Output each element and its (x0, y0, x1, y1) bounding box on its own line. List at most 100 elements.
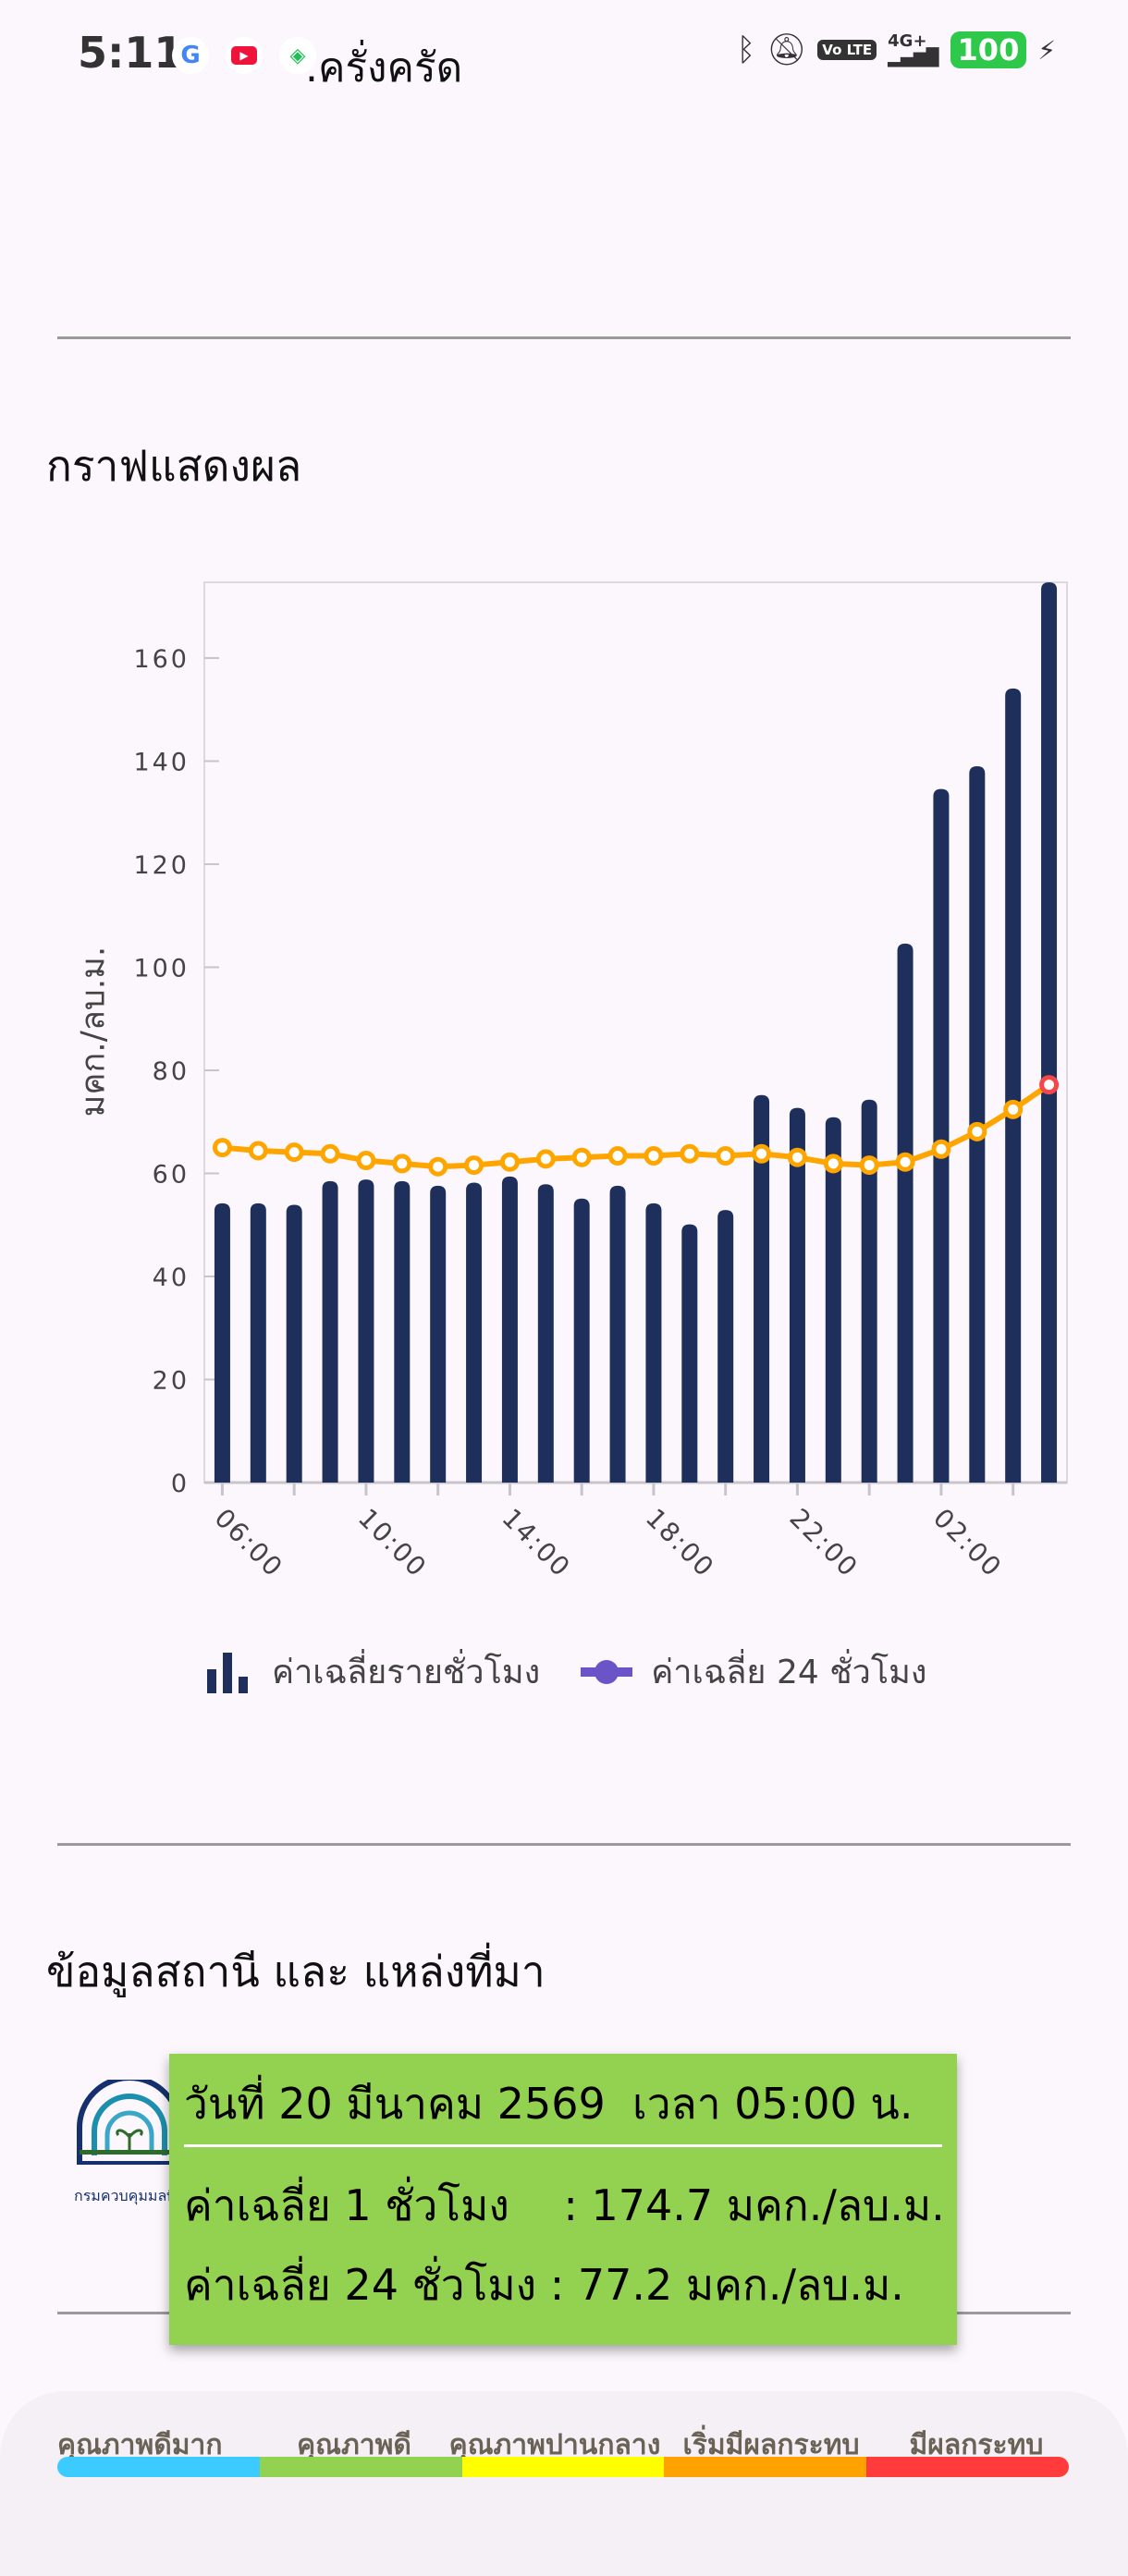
divider (57, 1843, 1071, 1846)
hourly-bar (1041, 582, 1058, 1483)
logo-text: กรมควบคุมมลพิษ (74, 2187, 176, 2204)
hourly-bar (609, 1185, 626, 1483)
volte-icon: Vo LTE (817, 40, 877, 60)
hourly-bar (286, 1204, 302, 1483)
hourly-bar (825, 1117, 841, 1483)
x-tick-label: 10:00 (352, 1503, 433, 1583)
hourly-bar (717, 1210, 734, 1483)
selected-point (1039, 1075, 1060, 1095)
y-tick-label: 100 (133, 954, 190, 983)
24h-average-point (1003, 1099, 1024, 1119)
bluetooth-icon: ᛒ (736, 31, 756, 68)
line-legend-icon (581, 1659, 633, 1684)
24h-average-point (680, 1143, 700, 1164)
aqi-label-good: คุณภาพดี (297, 2429, 411, 2461)
24h-average-point (967, 1121, 987, 1141)
hourly-bar (322, 1180, 338, 1483)
battery-icon: 100 (950, 31, 1027, 68)
24h-average-point (320, 1143, 340, 1164)
24h-average-point (428, 1156, 448, 1177)
y-tick-label: 120 (133, 851, 190, 880)
aqi-label-impact: มีผลกระทบ (909, 2429, 1044, 2461)
tooltip-date: วันที่ 20 มีนาคม 2569 เวลา 05:00 น. (184, 2079, 913, 2129)
divider (57, 336, 1071, 339)
hourly-bar (897, 943, 913, 1483)
y-tick-label: 80 (153, 1057, 190, 1086)
24h-average-point (607, 1146, 628, 1166)
chart-legend: ค่าเฉลี่ยรายชั่วโมง ค่าเฉลี่ย 24 ชั่วโมง (205, 1645, 926, 1698)
24h-average-point (499, 1152, 520, 1172)
24h-average-point (931, 1139, 951, 1159)
24h-average-point (248, 1141, 268, 1161)
graph-section-title: กราฟแสดงผล (46, 441, 302, 491)
station-section-title: ข้อมูลสถานี และ แหล่งที่มา (46, 1947, 546, 1996)
24h-average-point (859, 1155, 879, 1176)
24h-average-line (222, 1082, 1051, 1170)
youtube-icon: ▶ (226, 37, 263, 74)
aqi-label-starting-impact: เริ่มมีผลกระทบ (682, 2429, 860, 2461)
charging-icon: ⚡ (1037, 34, 1056, 66)
24h-average-point (356, 1151, 376, 1171)
24h-average-point (392, 1154, 412, 1174)
hourly-bar (214, 1203, 230, 1483)
tooltip-hourly-value: ค่าเฉลี่ย 1 ชั่วโมง : 174.7 มคก./ลบ.ม. (184, 2180, 945, 2230)
hourly-bar (573, 1198, 590, 1483)
x-tick-label: 22:00 (783, 1503, 864, 1583)
y-tick-label: 0 (171, 1470, 190, 1498)
aqi-legend-sheet (0, 2391, 1128, 2576)
y-tick-label: 40 (153, 1264, 190, 1292)
24h-average-point (644, 1146, 664, 1166)
chart-tooltip: วันที่ 20 มีนาคม 2569 เวลา 05:00 น. ค่าเ… (169, 2054, 957, 2345)
network-type: 4G+ (888, 31, 927, 51)
24h-average-point (787, 1147, 807, 1167)
legend-hourly-label[interactable]: ค่าเฉลี่ยรายชั่วโมง (272, 1654, 541, 1691)
hourly-bar (1005, 688, 1022, 1483)
aqi-segment-starting-impact (664, 2457, 867, 2477)
hourly-bar (430, 1185, 447, 1483)
hourly-bar (466, 1182, 483, 1483)
aqi-color-bar (57, 2457, 1069, 2477)
24h-average-point (571, 1147, 592, 1167)
x-tick-label: 14:00 (496, 1503, 576, 1583)
tooltip-separator (184, 2144, 942, 2147)
tooltip-24h-value: ค่าเฉลี่ย 24 ชั่วโมง : 77.2 มคก./ลบ.ม. (184, 2260, 904, 2310)
x-tick-label: 18:00 (640, 1503, 720, 1583)
status-time: 5:11 (78, 28, 184, 78)
24h-average-point (823, 1154, 843, 1174)
aqi-segment-impact (866, 2457, 1069, 2477)
aqi-label-moderate: คุณภาพปานกลาง (448, 2429, 661, 2461)
x-tick-label: 02:00 (927, 1503, 1008, 1583)
24h-average-point (535, 1149, 556, 1169)
status-icons: ᛒ 🔕︎ Vo LTE 4G+ ▂▄▆█ 100 ⚡ (737, 31, 1056, 68)
24h-average-point (464, 1155, 484, 1176)
hourly-bar (394, 1180, 411, 1483)
hourly-bar (861, 1099, 877, 1483)
hourly-bar (645, 1203, 662, 1483)
y-tick-label: 160 (133, 645, 190, 674)
hourly-bar (789, 1107, 805, 1483)
google-icon: G (172, 37, 209, 74)
hourly-bar (358, 1179, 374, 1483)
24h-average-point (752, 1143, 772, 1164)
x-tick-label: 06:00 (208, 1503, 288, 1583)
aqi-segment-good (259, 2457, 462, 2477)
hourly-bar (681, 1224, 698, 1483)
app-icon: ◈ (279, 37, 316, 74)
hourly-bar (501, 1176, 518, 1483)
24h-average-point (212, 1138, 232, 1158)
pm25-chart: 0 20 40 60 80 100 120 140 160 06:00 10:00 14:00 18:0… (133, 581, 1068, 1583)
y-tick-label: 140 (133, 748, 190, 776)
mute-icon: 🔕︎ (766, 31, 807, 68)
aqi-segment-very-good (57, 2457, 260, 2477)
y-tick-label: 20 (153, 1366, 190, 1395)
hourly-bar (537, 1184, 554, 1483)
legend-24h-label[interactable]: ค่าเฉลี่ย 24 ชั่วโมง (651, 1654, 927, 1691)
aqi-segment-moderate (461, 2457, 665, 2477)
signal-icon: 4G+ ▂▄▆█ (888, 31, 939, 67)
hourly-bar (250, 1203, 266, 1483)
hourly-bar (754, 1094, 770, 1483)
24h-average-point (716, 1146, 736, 1166)
overlapping-text: .ครั่งครัด (305, 44, 463, 92)
pcd-logo: กรมควบคุมมลพิษ (74, 2075, 185, 2209)
hourly-bar (933, 788, 950, 1483)
